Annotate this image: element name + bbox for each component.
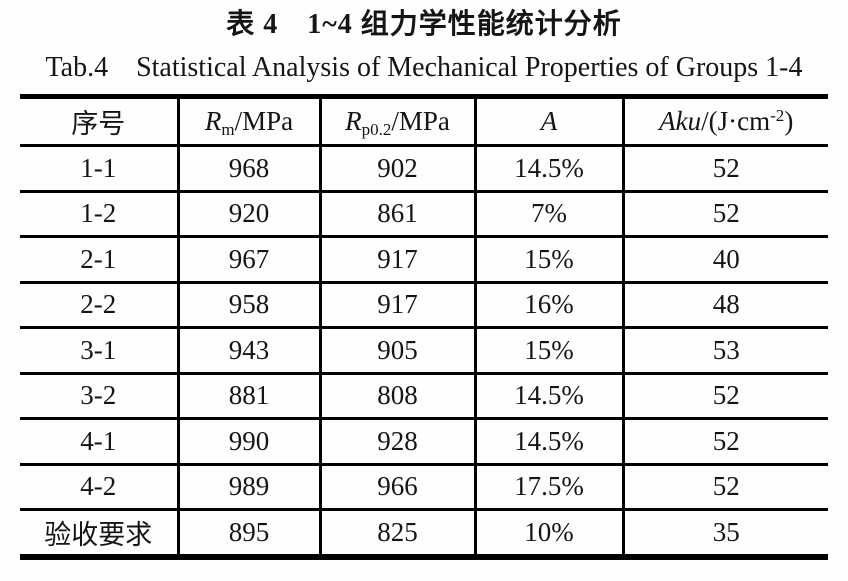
cell-elongation: 16% (473, 282, 623, 329)
table-row-acceptance-requirement: 验收要求 895 825 10% 35 (20, 509, 828, 557)
cell-rm: 968 (176, 145, 320, 193)
aku-symbol: Aku (659, 106, 702, 136)
cell-id: 验收要求 (44, 519, 153, 550)
cell-elongation: 17.5% (473, 464, 623, 511)
cell-aku: 52 (621, 191, 828, 238)
cell-elongation: 15% (473, 327, 623, 375)
col-header-rm: Rm/MPa (176, 96, 320, 147)
cell-id: 2-2 (20, 282, 178, 329)
cell-rm: 967 (176, 236, 320, 284)
aku-unit-open: /(J·cm (701, 106, 771, 136)
rp02-unit: /MPa (391, 106, 450, 136)
cell-elongation: 15% (473, 236, 623, 284)
table-row: 1-1 968 902 14.5% 52 (20, 145, 828, 193)
aku-superscript: -2 (770, 106, 785, 125)
mechanical-properties-table: 序号 Rm/MPa Rp0.2/MPa A Aku/(J·cm-2) 1-1 (20, 94, 828, 560)
rm-subscript: m (221, 120, 235, 139)
cell-id: 1-1 (20, 145, 178, 193)
cell-rm: 881 (176, 373, 320, 420)
col-header-index-label: 序号 (71, 109, 126, 139)
cell-rm: 989 (176, 464, 320, 511)
rm-unit: /MPa (234, 106, 294, 136)
elongation-symbol: A (540, 106, 558, 136)
cell-rm: 920 (176, 191, 320, 238)
col-header-rp02: Rp0.2/MPa (318, 96, 475, 147)
cell-aku: 52 (621, 145, 828, 193)
table-row: 2-2 958 917 16% 48 (20, 282, 828, 329)
cell-elongation: 14.5% (473, 145, 623, 193)
cell-id: 4-2 (20, 464, 178, 511)
rp02-symbol: R (345, 106, 362, 136)
cell-rp02: 917 (318, 236, 475, 284)
cell-elongation: 14.5% (473, 418, 623, 466)
table-caption-english: Tab.4 Statistical Analysis of Mechanical… (45, 52, 803, 83)
cell-id: 1-2 (20, 191, 178, 238)
cell-rp02: 825 (318, 509, 475, 557)
cell-id: 4-1 (20, 418, 178, 466)
cell-rp02: 966 (318, 464, 475, 511)
table-row: 4-2 989 966 17.5% 52 (20, 464, 828, 511)
cell-aku: 35 (621, 509, 828, 557)
cell-aku: 53 (621, 327, 828, 375)
aku-unit-close: ) (784, 106, 794, 136)
col-header-elongation: A (473, 96, 623, 147)
cell-rp02: 905 (318, 327, 475, 375)
cell-rm: 990 (176, 418, 320, 466)
cell-rp02: 808 (318, 373, 475, 420)
table-row: 2-1 967 917 15% 40 (20, 236, 828, 284)
table-row: 4-1 990 928 14.5% 52 (20, 418, 828, 466)
cell-rp02: 861 (318, 191, 475, 238)
rp02-subscript: p0.2 (361, 120, 392, 139)
cell-elongation: 7% (473, 191, 623, 238)
cell-aku: 48 (621, 282, 828, 329)
cell-rm: 895 (176, 509, 320, 557)
cell-rp02: 902 (318, 145, 475, 193)
cell-id: 2-1 (20, 236, 178, 284)
rm-symbol: R (204, 106, 222, 136)
cell-elongation: 14.5% (473, 373, 623, 420)
cell-rm: 943 (176, 327, 320, 375)
cell-aku: 52 (621, 464, 828, 511)
header-row: 序号 Rm/MPa Rp0.2/MPa A Aku/(J·cm-2) (20, 96, 828, 147)
table-caption-chinese: 表 4 1~4 组力学性能统计分析 (226, 9, 622, 40)
cell-id: 3-1 (20, 327, 178, 375)
cell-elongation: 10% (473, 509, 623, 557)
col-header-aku: Aku/(J·cm-2) (621, 96, 828, 147)
col-header-index: 序号 (20, 96, 178, 147)
table-row: 3-1 943 905 15% 53 (20, 327, 828, 375)
cell-aku: 52 (621, 373, 828, 420)
cell-rp02: 928 (318, 418, 475, 466)
table-row: 3-2 881 808 14.5% 52 (20, 373, 828, 420)
cell-aku: 52 (621, 418, 828, 466)
cell-rp02: 917 (318, 282, 475, 329)
table-row: 1-2 920 861 7% 52 (20, 191, 828, 238)
cell-aku: 40 (621, 236, 828, 284)
cell-rm: 958 (176, 282, 320, 329)
cell-id: 3-2 (20, 373, 178, 420)
